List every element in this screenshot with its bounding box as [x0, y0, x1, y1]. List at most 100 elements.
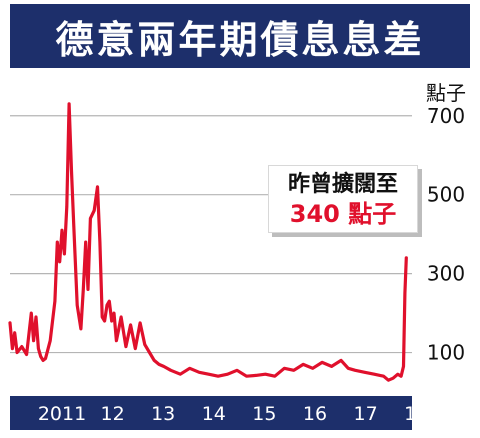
- data-point: [217, 375, 219, 378]
- data-point: [198, 371, 200, 374]
- data-point: [236, 369, 238, 372]
- data-point: [54, 300, 56, 303]
- data-point: [11, 347, 14, 350]
- data-point: [207, 373, 210, 376]
- x-tick-label-17: 17: [354, 403, 378, 425]
- data-point: [99, 241, 101, 243]
- data-point: [397, 373, 399, 376]
- annotation-callout: 昨曾擴闊至 340 點子: [268, 165, 418, 233]
- data-point: [125, 345, 127, 348]
- data-point: [110, 320, 113, 322]
- data-point: [56, 241, 59, 243]
- data-point: [373, 373, 376, 376]
- data-point: [39, 355, 42, 358]
- data-point: [30, 312, 33, 314]
- data-point: [392, 377, 394, 380]
- data-point: [70, 170, 73, 172]
- data-point: [68, 103, 70, 105]
- data-point: [179, 373, 182, 376]
- data-point: [264, 373, 267, 376]
- data-point: [115, 339, 118, 342]
- data-point: [139, 322, 141, 324]
- y-tick-label-300: 300: [427, 262, 465, 286]
- data-point: [162, 365, 165, 368]
- data-point: [13, 332, 16, 334]
- data-point: [37, 347, 40, 350]
- x-tick-label-15: 15: [252, 403, 276, 425]
- data-point: [21, 345, 23, 348]
- x-tick-label-2011: 2011: [38, 403, 86, 425]
- callout-text-line2: 340 點子: [289, 200, 397, 228]
- data-point: [25, 353, 28, 356]
- data-point: [274, 375, 276, 378]
- data-point: [382, 375, 385, 378]
- data-point: [134, 347, 137, 350]
- data-point: [363, 371, 366, 374]
- y-axis-unit-label: 點子: [426, 81, 466, 105]
- data-point: [405, 257, 408, 259]
- data-point: [42, 359, 44, 362]
- callout-text-line1: 昨曾擴闊至: [287, 172, 398, 197]
- data-point: [87, 288, 89, 291]
- x-axis-bar: [10, 396, 412, 430]
- data-point: [283, 367, 286, 370]
- data-point: [354, 369, 357, 372]
- data-point: [44, 357, 47, 360]
- data-point: [35, 316, 37, 318]
- data-point: [245, 375, 248, 378]
- data-point: [89, 217, 92, 220]
- data-point: [108, 300, 111, 303]
- x-tick-label-14: 14: [202, 403, 226, 425]
- series-points: [9, 103, 408, 382]
- data-point: [347, 367, 350, 370]
- data-point: [32, 339, 35, 342]
- data-point: [158, 363, 160, 366]
- y-tick-label-100: 100: [427, 341, 465, 365]
- data-point: [153, 359, 155, 362]
- data-point: [80, 328, 82, 330]
- data-point: [96, 186, 99, 188]
- data-point: [49, 339, 51, 342]
- x-tick-label-13: 13: [151, 403, 175, 425]
- data-point: [404, 292, 406, 295]
- data-point: [61, 229, 63, 231]
- data-point: [84, 241, 87, 243]
- data-point: [170, 369, 172, 372]
- data-point: [120, 316, 122, 318]
- data-point: [402, 365, 405, 368]
- series-line-spread: [8, 102, 408, 382]
- data-point: [63, 253, 66, 255]
- data-point: [226, 373, 229, 376]
- x-tick-label-18: 18: [404, 403, 428, 425]
- data-point: [76, 304, 78, 307]
- data-point: [106, 304, 108, 307]
- data-point: [93, 209, 95, 212]
- data-point: [188, 367, 191, 370]
- data-point: [340, 359, 342, 362]
- data-point: [400, 375, 402, 378]
- y-tick-label-500: 500: [427, 183, 465, 207]
- y-axis-tick-labels: 100 300 500 700: [427, 104, 465, 365]
- data-point: [58, 261, 61, 263]
- data-point: [330, 365, 333, 368]
- data-point: [302, 363, 305, 366]
- y-tick-label-700: 700: [427, 104, 465, 128]
- data-point: [9, 322, 11, 324]
- data-point: [118, 328, 120, 330]
- data-point: [311, 367, 314, 370]
- data-point: [321, 361, 323, 364]
- data-point: [148, 351, 151, 354]
- data-point: [144, 343, 146, 346]
- chart-title-bar: 德意兩年期債息息差: [10, 4, 470, 68]
- data-point: [82, 288, 85, 291]
- data-point: [113, 312, 115, 314]
- data-point: [293, 369, 295, 372]
- x-tick-label-12: 12: [101, 403, 125, 425]
- chart-title: 德意兩年期債息息差: [55, 17, 425, 62]
- data-point: [255, 374, 257, 377]
- x-tick-label-16: 16: [303, 403, 327, 425]
- data-point: [103, 320, 106, 322]
- data-point: [73, 225, 75, 228]
- data-point: [129, 324, 132, 326]
